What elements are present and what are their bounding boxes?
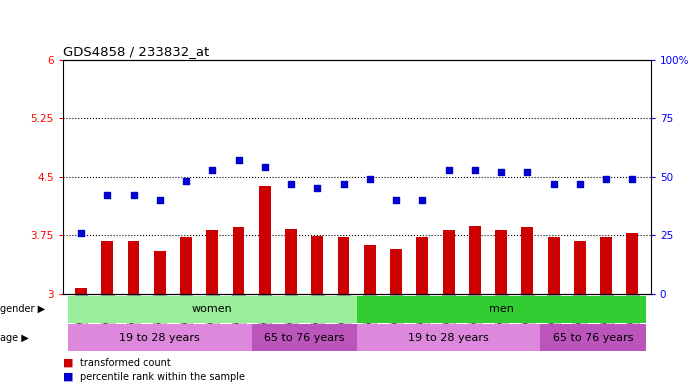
Text: age ▶: age ▶	[0, 333, 29, 343]
Point	[312, 185, 323, 192]
Bar	[600, 237, 612, 294]
Bar	[364, 245, 376, 294]
Point	[338, 180, 349, 187]
Text: percentile rank within the sample: percentile rank within the sample	[80, 372, 245, 382]
Point	[285, 180, 296, 187]
Point	[522, 169, 533, 175]
Bar	[68, 324, 252, 351]
Point	[102, 192, 113, 199]
Bar	[574, 241, 586, 294]
Text: 19 to 28 years: 19 to 28 years	[120, 333, 200, 343]
Bar	[127, 241, 139, 294]
Text: ■: ■	[63, 358, 73, 368]
Point	[417, 197, 428, 203]
Bar	[356, 324, 541, 351]
Bar	[232, 227, 244, 294]
Text: transformed count: transformed count	[80, 358, 171, 368]
Bar	[311, 236, 323, 294]
Text: men: men	[489, 304, 514, 314]
Point	[128, 192, 139, 199]
Bar	[75, 288, 87, 294]
Bar	[154, 251, 166, 294]
Bar	[252, 324, 357, 351]
Bar	[102, 241, 113, 294]
Bar	[521, 227, 533, 294]
Point	[259, 164, 270, 170]
Bar	[390, 249, 402, 294]
Point	[75, 230, 86, 236]
Point	[496, 169, 507, 175]
Bar	[68, 296, 356, 323]
Text: ■: ■	[63, 372, 73, 382]
Bar	[207, 230, 219, 294]
Point	[155, 197, 166, 203]
Bar	[443, 230, 454, 294]
Bar	[285, 229, 297, 294]
Bar	[338, 237, 349, 294]
Bar	[541, 324, 645, 351]
Point	[364, 176, 375, 182]
Bar	[495, 230, 507, 294]
Point	[574, 180, 585, 187]
Text: 65 to 76 years: 65 to 76 years	[553, 333, 633, 343]
Point	[180, 178, 191, 184]
Bar	[180, 237, 192, 294]
Point	[390, 197, 402, 203]
Point	[233, 157, 244, 163]
Text: women: women	[192, 304, 232, 314]
Point	[627, 176, 638, 182]
Point	[443, 167, 454, 173]
Bar	[548, 237, 560, 294]
Point	[469, 167, 480, 173]
Text: GDS4858 / 233832_at: GDS4858 / 233832_at	[63, 45, 209, 58]
Text: 19 to 28 years: 19 to 28 years	[409, 333, 489, 343]
Text: 65 to 76 years: 65 to 76 years	[264, 333, 345, 343]
Point	[548, 180, 559, 187]
Bar	[626, 233, 638, 294]
Bar	[356, 296, 645, 323]
Point	[207, 167, 218, 173]
Bar	[469, 226, 481, 294]
Bar	[259, 186, 271, 294]
Bar	[416, 237, 428, 294]
Point	[601, 176, 612, 182]
Text: gender ▶: gender ▶	[0, 304, 45, 314]
